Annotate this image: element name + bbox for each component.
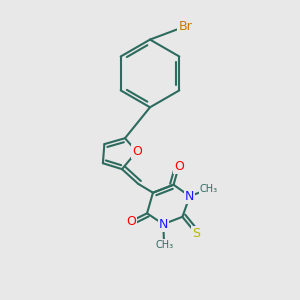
- Text: O: O: [132, 145, 142, 158]
- Text: O: O: [126, 215, 136, 228]
- Text: O: O: [174, 160, 184, 173]
- Text: N: N: [185, 190, 194, 203]
- Text: CH₃: CH₃: [200, 184, 218, 194]
- Text: S: S: [192, 226, 200, 239]
- Text: Br: Br: [178, 20, 192, 33]
- Text: CH₃: CH₃: [155, 240, 173, 250]
- Text: N: N: [159, 218, 168, 231]
